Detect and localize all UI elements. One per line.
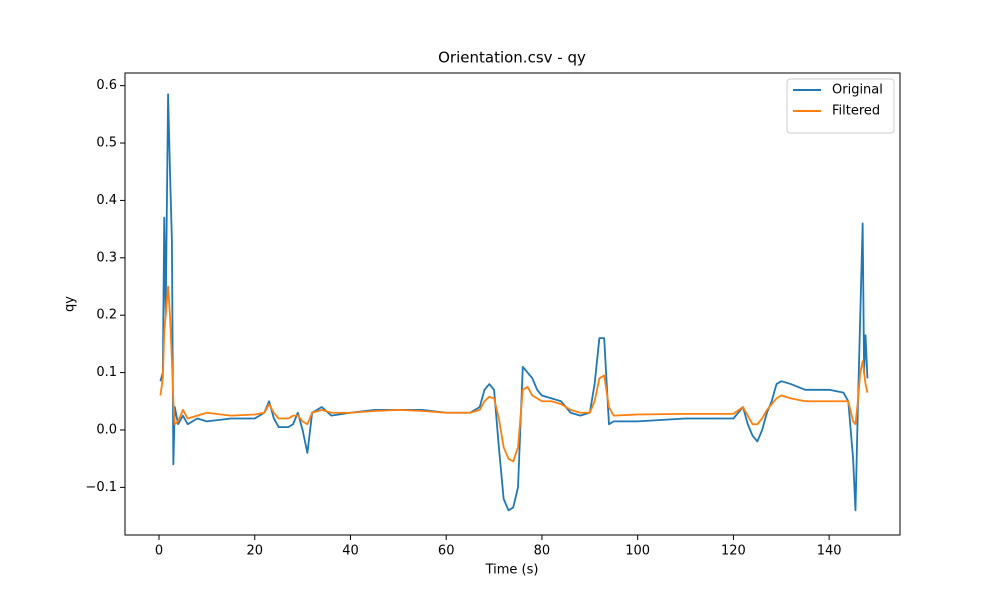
chart-title: Orientation.csv - qy xyxy=(438,49,586,67)
data-line xyxy=(159,93,869,512)
x-tick-label: 120 xyxy=(721,544,746,559)
legend-label: Original xyxy=(832,83,883,98)
y-tick-label: −0.1 xyxy=(85,480,117,495)
x-axis-label: Time (s) xyxy=(485,563,539,578)
y-tick-label: 0.3 xyxy=(96,250,117,265)
x-tick-label: 60 xyxy=(438,544,455,559)
y-tick-label: 0.6 xyxy=(96,78,117,93)
x-tick-label: 80 xyxy=(534,544,551,559)
y-tick-label: 0.0 xyxy=(96,422,117,437)
x-tick-label: 140 xyxy=(817,544,842,559)
y-tick-label: 0.1 xyxy=(96,365,117,380)
x-tick-label: 0 xyxy=(155,544,163,559)
y-axis-label: qy xyxy=(63,296,78,312)
y-tick-label: 0.2 xyxy=(96,308,117,323)
x-tick-label: 40 xyxy=(342,544,359,559)
y-tick-label: 0.5 xyxy=(96,136,117,151)
x-tick-label: 100 xyxy=(625,544,650,559)
legend-label: Filtered xyxy=(832,104,880,119)
y-tick-label: 0.4 xyxy=(96,193,117,208)
data-line xyxy=(159,285,869,463)
plot-frame xyxy=(124,72,901,536)
x-tick-label: 20 xyxy=(246,544,263,559)
legend-box xyxy=(786,78,895,134)
